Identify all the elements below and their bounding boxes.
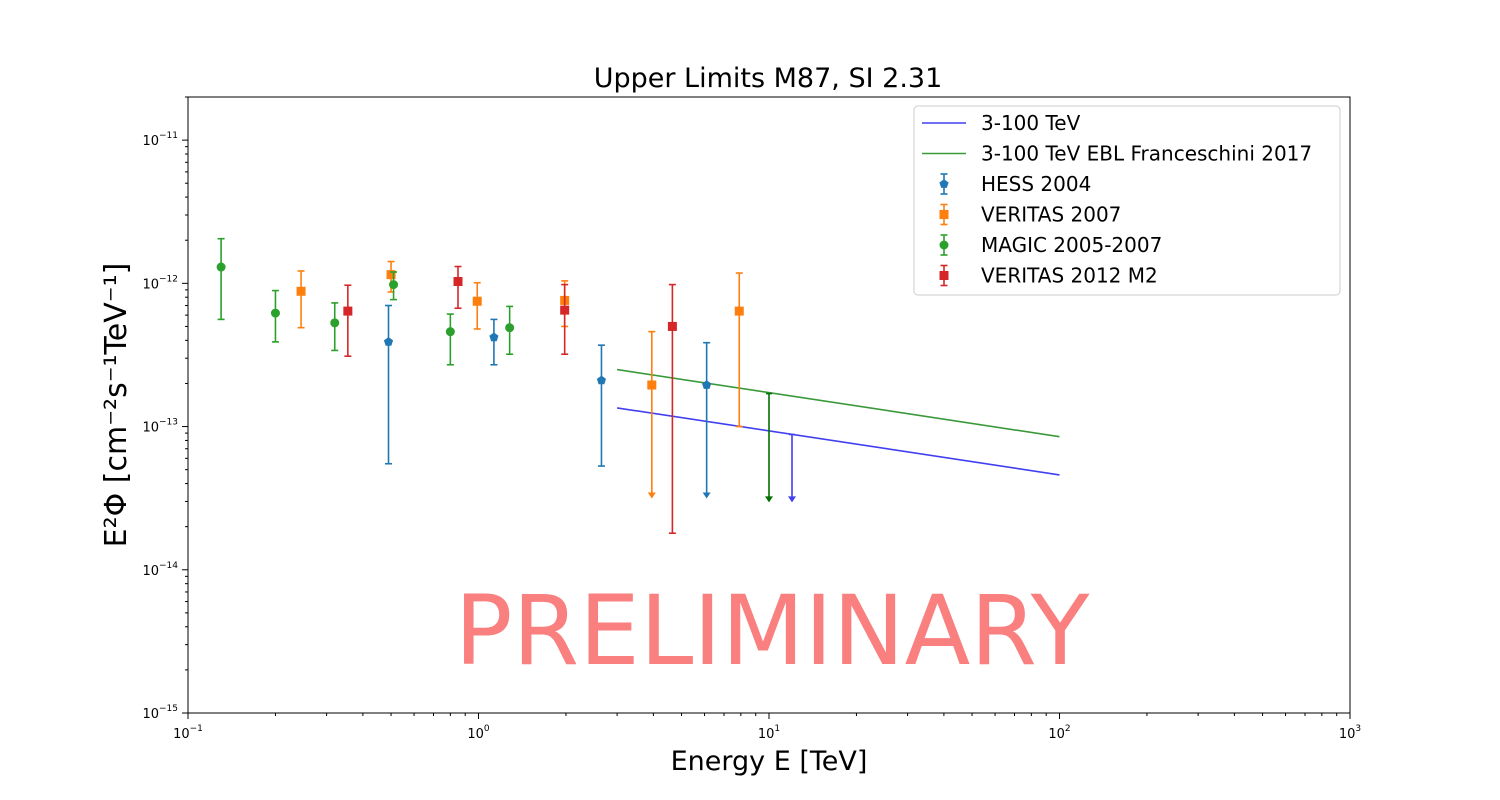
- legend-label: MAGIC 2005-2007: [981, 233, 1162, 257]
- y-tick-label: 10−13: [142, 418, 178, 436]
- data-point: [270, 308, 280, 318]
- data-series: [216, 237, 744, 535]
- data-point: [647, 380, 657, 390]
- upper-limit-arrow: [765, 496, 773, 503]
- y-tick-label: 10−14: [142, 561, 178, 579]
- model-lines: [616, 368, 1060, 503]
- data-point: [596, 375, 606, 385]
- y-tick-label: 10−11: [142, 131, 178, 149]
- upper-limit-arrow: [702, 492, 711, 499]
- legend-marker-swatch: [939, 210, 949, 219]
- data-point: [472, 296, 482, 306]
- legend-label: HESS 2004: [981, 172, 1091, 196]
- data-point: [560, 305, 570, 315]
- upper-limit-arrow: [647, 492, 656, 499]
- model-line: [616, 368, 1060, 438]
- legend-marker-swatch: [939, 179, 949, 188]
- series-group: [383, 304, 712, 499]
- plot-area: PRELIMINARY: [187, 96, 1351, 714]
- upper-limit-arrow: [788, 496, 797, 503]
- x-tick-label: 102: [1048, 724, 1070, 742]
- data-point: [330, 318, 340, 328]
- series-group: [343, 265, 677, 535]
- series-group: [216, 237, 515, 366]
- legend-item: VERITAS 2007: [939, 203, 1121, 227]
- y-tick-label: 10−12: [142, 274, 178, 292]
- data-point: [505, 323, 515, 333]
- x-tick-label: 103: [1339, 724, 1361, 742]
- data-point: [386, 270, 396, 280]
- legend-item: 3-100 TeV EBL Franceschini 2017: [922, 142, 1312, 166]
- data-point: [216, 262, 226, 272]
- legend-item: MAGIC 2005-2007: [939, 233, 1162, 257]
- legend-label: 3-100 TeV EBL Franceschini 2017: [981, 142, 1312, 166]
- chart-title: Upper Limits M87, SI 2.31: [594, 63, 943, 94]
- watermark-preliminary: PRELIMINARY: [455, 575, 1090, 687]
- legend-item: HESS 2004: [939, 172, 1091, 196]
- data-point: [445, 327, 455, 337]
- legend-item: 3-100 TeV: [922, 111, 1081, 135]
- legend-label: VERITAS 2007: [981, 203, 1121, 227]
- data-point: [702, 380, 712, 389]
- data-point: [489, 332, 499, 342]
- model-line: [616, 407, 1060, 476]
- data-point: [383, 337, 394, 346]
- legend: 3-100 TeV 3-100 TeV EBL Franceschini 2017…: [913, 105, 1341, 296]
- legend-item: VERITAS 2012 M2: [939, 264, 1158, 288]
- x-axis-label: Energy E [TeV]: [671, 746, 868, 777]
- x-tick-label: 10−1: [173, 724, 203, 742]
- data-point: [296, 286, 306, 296]
- x-tick-label: 101: [758, 724, 780, 742]
- data-point: [734, 306, 744, 316]
- y-tick-label: 10−15: [142, 704, 178, 722]
- legend-box: [913, 105, 1341, 296]
- legend-marker-swatch: [939, 240, 949, 250]
- y-axis: 10−15 10−14 10−13 10−12 10−11: [142, 96, 188, 722]
- data-point: [343, 306, 353, 316]
- x-tick-label: 100: [467, 724, 490, 742]
- legend-marker-swatch: [939, 271, 949, 280]
- y-axis-label: E²Φ [cm⁻²s⁻¹TeV⁻¹]: [99, 263, 134, 548]
- legend-label: 3-100 TeV: [981, 111, 1081, 135]
- data-point: [667, 321, 677, 331]
- data-point: [389, 280, 399, 290]
- data-point: [453, 276, 463, 286]
- legend-label: VERITAS 2012 M2: [981, 264, 1158, 288]
- x-axis: 10−1 100 101 102 103: [173, 713, 1361, 742]
